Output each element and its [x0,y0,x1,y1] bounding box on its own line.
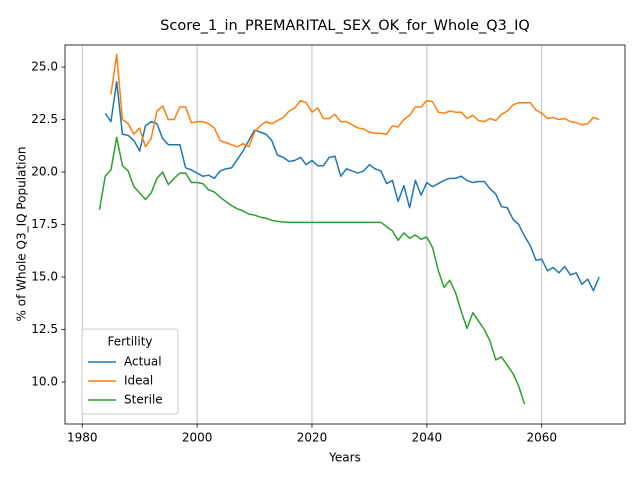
x-axis-label: Years [328,451,361,465]
y-tick-label: 25.0 [31,60,58,74]
y-tick-label: 15.0 [31,270,58,284]
legend: Fertility Actual Ideal Sterile [81,328,179,415]
legend-box [81,328,179,415]
plot-frame [64,44,626,425]
y-tick-label: 22.5 [31,112,58,126]
x-tick-label: 2060 [526,431,557,445]
chart-title: Score_1_in_PREMARITAL_SEX_OK_for_Whole_Q… [160,18,530,34]
x-tick-label: 2000 [182,431,213,445]
y-tick-label: 10.0 [31,375,58,389]
x-tick-label: 2020 [297,431,328,445]
y-tick-label: 12.5 [31,322,58,336]
y-tick-label: 17.5 [31,217,58,231]
x-tick-label: 1980 [67,431,98,445]
line-series [98,136,526,405]
y-axis-label: % of Whole Q3_IQ Population [15,147,29,322]
line-series [110,53,600,148]
legend-label: Sterile [124,393,163,407]
y-tick-label: 20.0 [31,165,58,179]
x-tick-label: 2040 [412,431,443,445]
line-series [104,81,600,292]
legend-title: Fertility [107,335,152,349]
legend-label: Actual [124,355,162,369]
legend-label: Ideal [124,374,153,388]
